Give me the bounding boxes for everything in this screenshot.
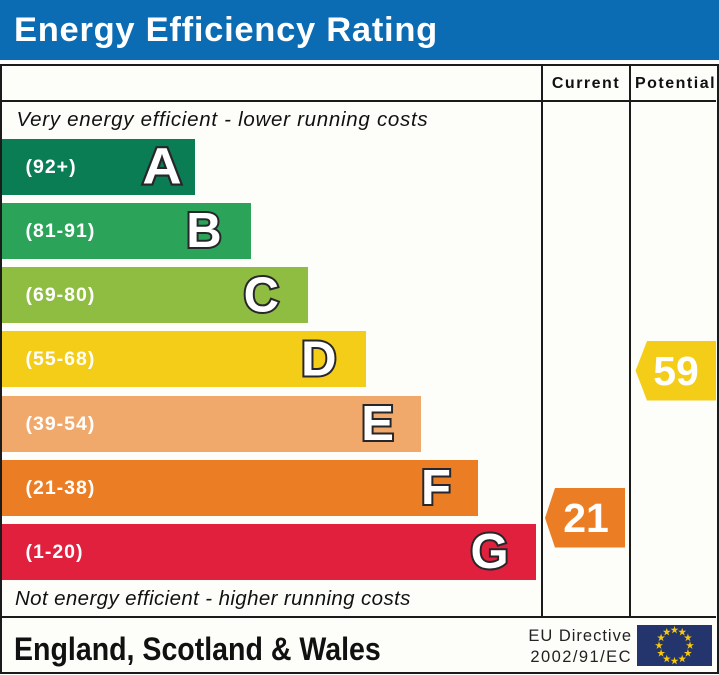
svg-text:B: B: [186, 204, 221, 258]
svg-text:A: A: [142, 138, 181, 195]
svg-text:D: D: [301, 333, 336, 387]
svg-text:E: E: [361, 397, 394, 451]
svg-text:F: F: [421, 461, 451, 515]
svg-text:G: G: [470, 525, 508, 579]
svg-text:C: C: [244, 268, 279, 322]
